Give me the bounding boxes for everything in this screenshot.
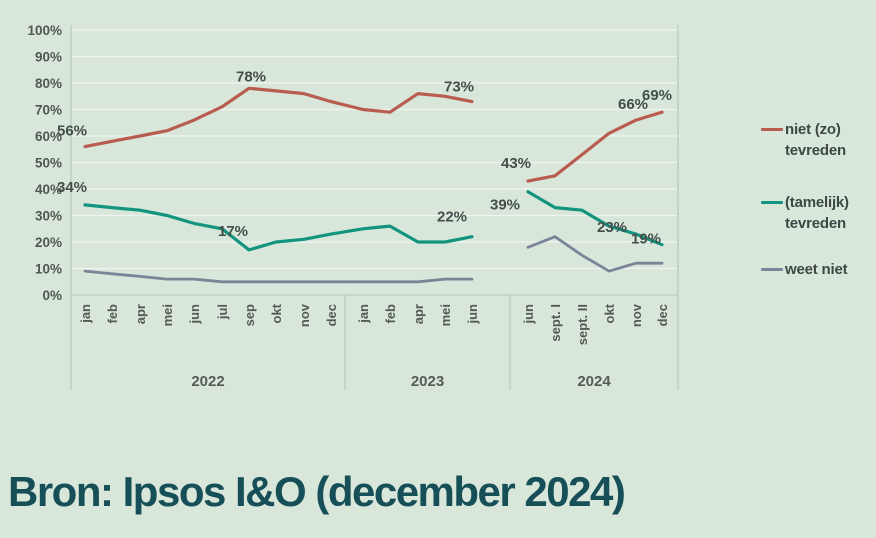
legend-line-swatch-red xyxy=(761,128,783,131)
x-tick-label: jul xyxy=(215,304,230,320)
data-point-label: 56% xyxy=(57,123,87,140)
year-label: 2024 xyxy=(577,373,611,390)
legend-item-weet-niet: weet niet xyxy=(761,259,873,280)
chart-legend: niet (zo) tevreden (tamelijk) tevreden w… xyxy=(761,119,873,280)
data-point-label: 39% xyxy=(490,197,520,214)
series-line-0 xyxy=(83,86,474,149)
y-tick-label: 80% xyxy=(35,76,62,91)
x-tick-label: feb xyxy=(105,304,120,324)
y-tick-label: 100% xyxy=(27,23,62,38)
data-point-label: 34% xyxy=(57,179,87,196)
x-tick-label: nov xyxy=(629,303,644,327)
y-tick-label: 30% xyxy=(35,208,62,223)
data-point-label: 43% xyxy=(501,155,531,172)
data-point-label: 22% xyxy=(437,209,467,226)
x-tick-label: jan xyxy=(356,304,371,324)
y-tick-label: 0% xyxy=(42,288,62,303)
y-tick-label: 20% xyxy=(35,235,62,250)
legend-line-swatch-teal xyxy=(761,201,783,204)
x-tick-label: feb xyxy=(383,304,398,324)
x-tick-label: dec xyxy=(324,304,339,326)
data-point-label: 66% xyxy=(618,96,648,113)
legend-item-tamelijk-tevreden: (tamelijk) tevreden xyxy=(761,192,873,234)
y-tick-label: 40% xyxy=(35,182,62,197)
y-tick-label: 70% xyxy=(35,102,62,117)
series-line-1 xyxy=(526,190,664,247)
x-tick-label: mei xyxy=(160,304,175,326)
x-tick-label: jun xyxy=(521,304,536,325)
year-label: 2022 xyxy=(191,373,224,390)
data-point-label: 78% xyxy=(236,68,266,85)
x-tick-label: okt xyxy=(602,303,617,323)
chart-canvas: 100%90%80%70%60%50%40%30%20%10%0%jan feb a… xyxy=(27,23,679,390)
x-tick-label: jun xyxy=(187,304,202,325)
x-tick-label: jan xyxy=(78,304,93,324)
x-tick-label: nov xyxy=(297,303,312,327)
x-tick-label: sep xyxy=(242,304,257,326)
data-point-label: 19% xyxy=(631,231,661,248)
x-tick-label: apr xyxy=(411,304,426,324)
y-tick-label: 10% xyxy=(35,261,62,276)
x-tick-label: sept. I xyxy=(548,304,563,342)
series-line-0 xyxy=(526,110,664,183)
data-point-label: 23% xyxy=(597,219,627,236)
x-tick-label: dec xyxy=(655,304,670,326)
legend-item-niet-zo-tevreden: niet (zo) tevreden xyxy=(761,119,873,161)
series-line-1 xyxy=(83,203,474,252)
data-point-label: 73% xyxy=(444,79,474,96)
x-tick-label: mei xyxy=(438,304,453,326)
data-point-label: 69% xyxy=(642,87,672,104)
source-caption: Bron: Ipsos I&O (december 2024) xyxy=(8,468,626,515)
legend-label: (tamelijk) tevreden xyxy=(785,194,849,232)
x-tick-label: apr xyxy=(133,304,148,324)
x-tick-label: jun xyxy=(465,304,480,325)
data-point-label: 17% xyxy=(218,223,248,240)
legend-label: weet niet xyxy=(785,261,848,278)
satisfaction-line-chart: 100% 90% 80% 70% 60% 50% 40% 30% 20% 10% 0% jan feb a… xyxy=(27,23,679,390)
series-line-2 xyxy=(526,235,664,273)
x-tick-label: sept. II xyxy=(575,304,590,345)
legend-line-swatch-gray xyxy=(761,268,783,271)
legend-label: niet (zo) tevreden xyxy=(785,121,846,159)
series-line-2 xyxy=(83,269,474,284)
y-tick-label: 90% xyxy=(35,49,62,64)
year-label: 2023 xyxy=(411,373,444,390)
y-tick-label: 60% xyxy=(35,129,62,144)
y-tick-label: 50% xyxy=(35,155,62,170)
x-tick-label: okt xyxy=(269,303,284,323)
